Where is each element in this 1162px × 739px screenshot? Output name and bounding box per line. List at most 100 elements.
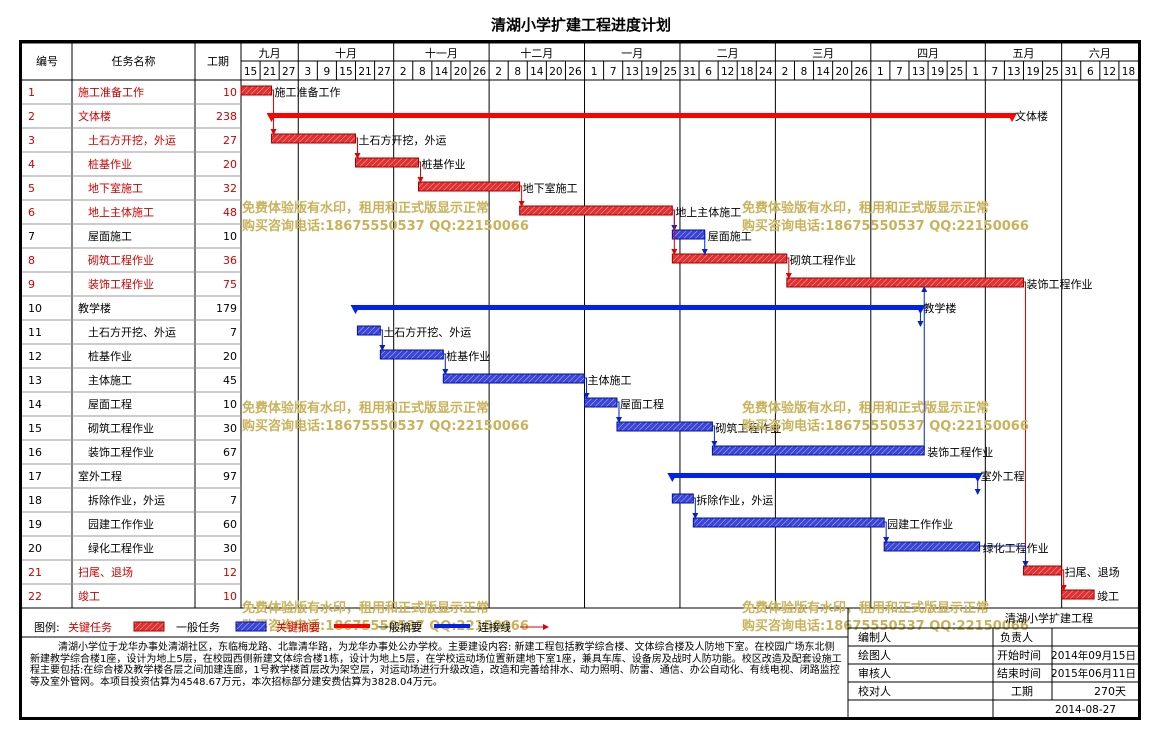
task-name: 教学楼 xyxy=(78,301,111,315)
legend-critical: 关键任务 xyxy=(68,620,112,634)
task-name: 地上主体施工 xyxy=(88,205,154,219)
bar-label: 屋面施工 xyxy=(708,230,752,243)
task-bar xyxy=(883,541,981,552)
task-id: 21 xyxy=(28,566,42,579)
info-start-label: 开始时间 xyxy=(997,648,1041,662)
info-end-value: 2015年06月11日 xyxy=(1051,667,1136,680)
task-bar xyxy=(786,277,1024,288)
task-duration: 97 xyxy=(223,470,237,483)
bar-label: 园建工作作业 xyxy=(887,517,953,531)
task-id: 9 xyxy=(28,278,35,291)
task-name: 文体楼 xyxy=(78,109,111,123)
task-duration: 30 xyxy=(223,542,237,555)
legend-normal-summary: 一般摘要 xyxy=(378,620,422,634)
day-label: 2 xyxy=(782,66,789,78)
day-label: 20 xyxy=(549,66,562,78)
day-label: 8 xyxy=(801,66,808,78)
day-label: 25 xyxy=(1045,66,1058,78)
task-duration: 45 xyxy=(223,374,237,387)
legend-link: 连接线 xyxy=(478,620,511,634)
task-bar xyxy=(1061,589,1095,600)
task-bar xyxy=(240,85,273,96)
month-label: 六月 xyxy=(1089,47,1111,60)
month-label: 二月 xyxy=(717,47,739,60)
watermark-line1: 免费体验版有水印，租用和正式版显示正常 xyxy=(742,200,989,216)
task-bar xyxy=(1022,565,1063,576)
info-end-label: 结束时间 xyxy=(997,667,1041,680)
watermark-line1: 免费体验版有水印，租用和正式版显示正常 xyxy=(242,600,489,616)
month-label: 五月 xyxy=(1012,47,1034,60)
bar-label: 砌筑工程作业 xyxy=(790,253,856,267)
task-bar xyxy=(442,373,586,384)
day-label: 18 xyxy=(740,66,753,78)
summary-bar xyxy=(672,473,978,478)
info-duration-label: 工期 xyxy=(1011,685,1033,698)
task-name: 园建工作作业 xyxy=(88,517,154,531)
task-bar xyxy=(692,517,885,528)
task-name: 土石方开挖，外运 xyxy=(88,133,176,147)
day-label: 8 xyxy=(419,66,426,78)
task-name: 室外工程 xyxy=(78,469,122,483)
legend-critical-summary-swatch xyxy=(334,624,370,628)
task-id: 13 xyxy=(28,374,42,387)
watermark-line1: 免费体验版有水印，租用和正式版显示正常 xyxy=(242,200,489,216)
day-label: 15 xyxy=(244,66,257,78)
day-label: 2 xyxy=(400,66,407,78)
task-duration: 7 xyxy=(230,494,237,507)
watermark-line2: 购买咨询电话:18675550537 QQ:22150066 xyxy=(742,418,1029,434)
bar-label: 教学楼 xyxy=(923,301,956,315)
day-label: 6 xyxy=(1087,66,1094,78)
day-label: 13 xyxy=(1007,66,1020,78)
task-duration: 27 xyxy=(223,134,237,147)
link-line xyxy=(692,497,699,519)
watermark-line2: 购买咨询电话:18675550537 QQ:22150066 xyxy=(742,618,1029,634)
month-label: 四月 xyxy=(917,47,939,60)
info-owner: 负责人 xyxy=(1000,630,1033,644)
link-line xyxy=(583,377,590,399)
task-duration: 10 xyxy=(223,86,237,99)
summary-bar xyxy=(271,113,1013,118)
task-name: 扫尾、退场 xyxy=(78,565,133,579)
bar-label: 屋面工程 xyxy=(620,398,664,411)
link-line xyxy=(883,521,890,543)
day-label: 8 xyxy=(514,66,521,78)
day-label: 1 xyxy=(972,66,979,78)
month-label: 十二月 xyxy=(520,46,553,60)
day-label: 24 xyxy=(759,66,773,78)
watermark-line1: 免费体验版有水印，租用和正式版显示正常 xyxy=(742,400,989,416)
link-line xyxy=(518,185,525,207)
link-line xyxy=(1060,569,1067,591)
task-duration: 20 xyxy=(223,350,237,363)
month-label: 三月 xyxy=(812,47,834,60)
task-name: 主体施工 xyxy=(88,373,132,387)
link-line xyxy=(711,425,718,447)
task-id: 15 xyxy=(28,422,42,435)
day-label: 7 xyxy=(610,66,617,78)
task-name: 绿化工程作业 xyxy=(88,541,154,555)
task-duration: 10 xyxy=(223,590,237,603)
info-drawer: 绘图人 xyxy=(858,648,891,662)
link-line xyxy=(442,353,449,375)
day-label: 14 xyxy=(435,66,449,78)
task-duration: 7 xyxy=(230,326,237,339)
task-id: 8 xyxy=(28,254,35,267)
header-no: 编号 xyxy=(36,54,58,68)
day-label: 2 xyxy=(495,66,502,78)
task-name: 屋面工程 xyxy=(88,398,132,411)
bar-label: 装饰工程作业 xyxy=(927,445,993,459)
task-id: 11 xyxy=(28,326,42,339)
info-date: 2014-08-27 xyxy=(1055,704,1116,716)
month-label: 九月 xyxy=(259,47,281,60)
day-label: 19 xyxy=(1026,66,1039,78)
day-label: 14 xyxy=(816,66,830,78)
bar-label: 扫尾、退场 xyxy=(1065,565,1120,579)
task-id: 14 xyxy=(28,398,42,411)
watermark-line2: 购买咨询电话:18675550537 QQ:22150066 xyxy=(242,418,529,434)
task-duration: 179 xyxy=(216,302,237,315)
task-id: 5 xyxy=(28,182,35,195)
legend-critical-summary: 关键摘要 xyxy=(276,620,320,634)
info-editor: 编制人 xyxy=(858,630,891,644)
day-label: 1 xyxy=(591,66,598,78)
task-name: 土石方开挖、外运 xyxy=(88,325,176,339)
